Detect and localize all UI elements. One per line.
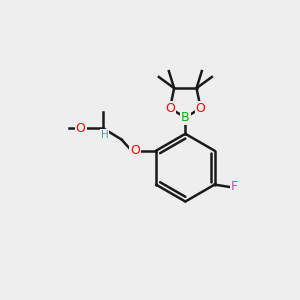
Text: O: O — [130, 144, 140, 157]
Text: F: F — [231, 181, 238, 194]
Text: O: O — [76, 122, 85, 135]
Text: O: O — [165, 102, 175, 115]
Text: O: O — [196, 102, 206, 115]
Text: H: H — [101, 130, 109, 140]
Text: B: B — [181, 111, 190, 124]
